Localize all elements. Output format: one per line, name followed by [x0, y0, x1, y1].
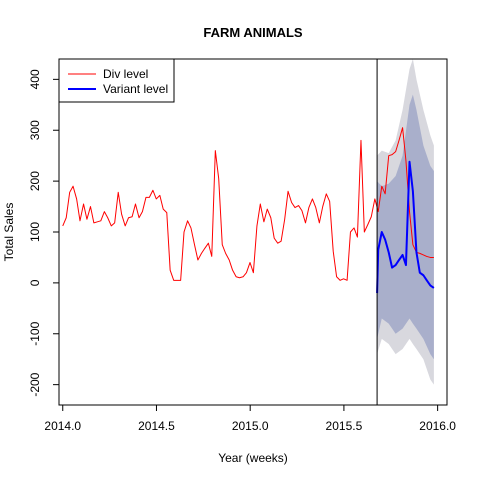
x-tick-label: 2015.5 — [326, 419, 363, 433]
y-tick-label: 0 — [28, 279, 42, 286]
legend-label-variant-level: Variant level — [103, 82, 168, 96]
x-tick-label: 2015.0 — [232, 419, 269, 433]
y-tick-label: -100 — [28, 321, 42, 345]
band-inner-0 — [377, 94, 434, 360]
series-line-variant-level — [376, 160, 435, 294]
chart-title: FARM ANIMALS — [203, 25, 303, 40]
y-tick-label: -200 — [28, 372, 42, 396]
y-tick-label: 300 — [28, 120, 42, 140]
forecast-bands — [377, 59, 434, 385]
y-axis-label: Total Sales — [2, 203, 16, 262]
legend: Div level Variant level — [58, 58, 175, 103]
x-axis-label: Year (weeks) — [218, 451, 288, 465]
y-tick-label: 200 — [28, 171, 42, 191]
y-tick-label: 400 — [28, 69, 42, 89]
y-tick-label: 100 — [28, 222, 42, 242]
x-tick-label: 2014.5 — [138, 419, 175, 433]
x-tick-label: 2016.0 — [419, 419, 456, 433]
legend-label-div-level: Div level — [103, 67, 148, 81]
y-axis: -200 -100 0 100 200 300 400 — [28, 69, 60, 397]
legend-box — [58, 58, 175, 103]
x-axis: 2014.0 2014.5 2015.0 2015.5 2016.0 — [44, 404, 456, 433]
series-lines — [62, 127, 435, 294]
x-tick-label: 2014.0 — [44, 419, 81, 433]
series-line-div-level — [62, 127, 434, 281]
